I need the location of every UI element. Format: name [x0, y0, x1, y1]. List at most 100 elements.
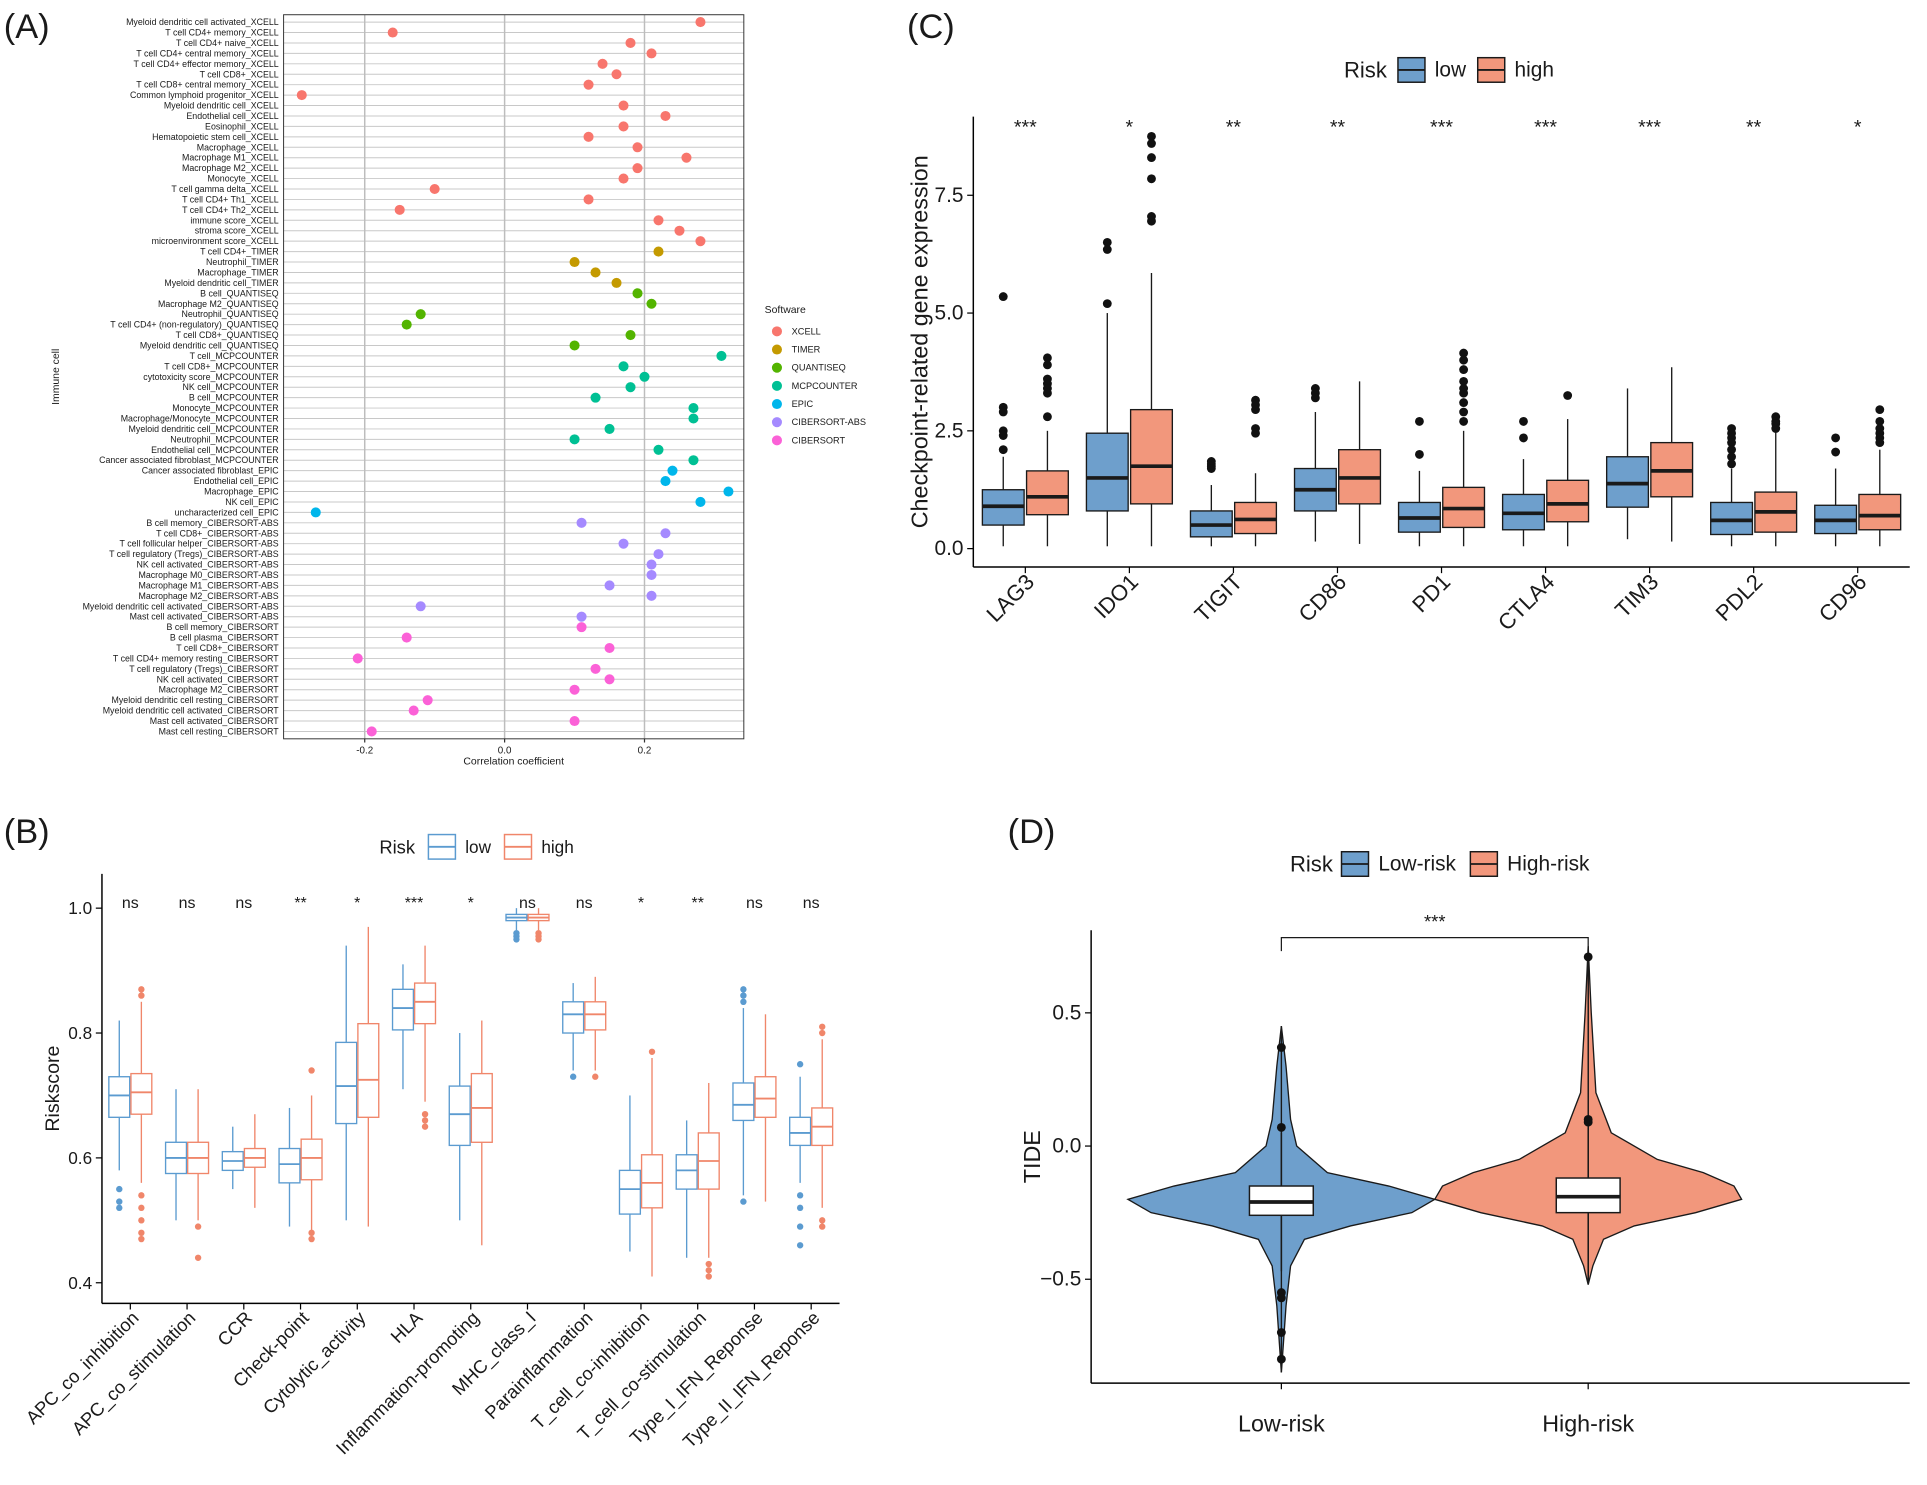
y-tick-label: T cell CD8+_CIBERSORT — [176, 643, 279, 653]
y-tick-label: T cell CD4+ Th2_XCELL — [182, 205, 279, 215]
dot — [618, 173, 629, 184]
dot — [401, 632, 412, 643]
outlier — [1459, 398, 1469, 407]
outlier — [1875, 405, 1885, 415]
significance: ns — [803, 895, 820, 912]
outlier — [1276, 1043, 1286, 1052]
outlier — [705, 1267, 712, 1274]
y-tick-label: Macrophage M2_QUANTISEQ — [158, 299, 279, 309]
dot — [618, 100, 629, 111]
dot — [688, 413, 699, 424]
y-tick-label: B cell plasma_CIBERSORT — [170, 633, 279, 643]
y-tick-label: Common lymphoid progenitor_XCELL — [130, 90, 279, 100]
y-tick-label: Macrophage M2_CIBERSORT — [159, 685, 280, 695]
outlier — [1276, 1328, 1286, 1337]
outlier — [1415, 449, 1424, 459]
outlier — [819, 1223, 826, 1230]
legend-title: Risk — [1344, 57, 1388, 82]
box — [300, 1138, 323, 1181]
outlier — [1206, 464, 1216, 473]
legend-label: low — [465, 837, 491, 857]
y-tick-label: T cell CD4+ central memory_XCELL — [136, 48, 278, 58]
y-tick-label: Neutrophil_MCPCOUNTER — [170, 434, 278, 444]
y-tick-label: Cancer associated fibroblast_EPIC — [142, 466, 280, 476]
y-tick-label: T cell CD8+_QUANTISEQ — [176, 330, 279, 340]
outlier — [1831, 433, 1841, 443]
x-tick-label: CTLA4 — [1493, 569, 1559, 635]
legend-label: high — [1515, 58, 1554, 81]
legend-label: CIBERSORT — [792, 435, 846, 445]
x-tick-label: PD1 — [1407, 569, 1455, 617]
outlier — [998, 292, 1008, 301]
outlier — [1727, 438, 1736, 448]
dot — [401, 319, 412, 330]
legend-key — [771, 344, 782, 355]
y-tick-label: T cell CD8+_MCPCOUNTER — [164, 361, 278, 371]
outlier — [1459, 416, 1469, 426]
y-tick-label: Monocyte_MCPCOUNTER — [172, 403, 278, 413]
significance: *** — [1430, 117, 1453, 139]
legend-key — [771, 398, 782, 410]
dot — [660, 476, 671, 487]
outlier — [1147, 153, 1156, 162]
outlier — [513, 936, 520, 943]
y-tick-label: Myeloid dendritic cell_TIMER — [164, 278, 278, 288]
box — [584, 1001, 607, 1031]
box — [1129, 408, 1174, 505]
y-axis-title: TIDE — [1019, 1130, 1045, 1183]
outlier — [1583, 952, 1593, 962]
y-tick-label: T cell regulatory (Tregs)_CIBERSORT — [129, 664, 279, 674]
legend-label: QUANTISEQ — [792, 363, 846, 373]
significance: * — [468, 895, 474, 912]
outlier — [1459, 365, 1469, 375]
box — [562, 1001, 585, 1034]
dot — [296, 90, 307, 101]
y-tick-label: Myeloid dendritic cell_XCELL — [164, 101, 279, 111]
box — [675, 1154, 698, 1190]
outlier — [1147, 139, 1156, 148]
dot — [667, 465, 678, 476]
outlier — [1771, 424, 1781, 433]
y-tick-label: B cell memory_CIBERSORT — [166, 622, 279, 632]
legend-key — [771, 435, 782, 446]
outlier — [796, 1061, 804, 1068]
dot — [569, 684, 580, 695]
y-tick-label: T cell gamma delta_XCELL — [171, 184, 278, 194]
y-axis-title: Checkpoint-related gene expression — [906, 155, 932, 528]
x-tick-label: HLA — [386, 1306, 427, 1347]
legend-label: high — [541, 837, 573, 857]
dot — [590, 663, 601, 674]
dot — [625, 330, 636, 341]
outlier — [1519, 433, 1528, 443]
x-tick-label: CD86 — [1294, 569, 1352, 627]
y-tick-label: Macrophage M1_CIBERSORT-ABS — [139, 580, 279, 590]
y-tick-label: T cell CD4+ Th1_XCELL — [182, 194, 279, 204]
outlier — [592, 1073, 599, 1080]
dot — [408, 705, 419, 716]
outlier — [138, 1229, 145, 1237]
outlier — [1459, 348, 1469, 358]
outlier — [648, 1048, 656, 1055]
x-tick-label: IDO1 — [1089, 569, 1143, 623]
outlier — [138, 992, 145, 999]
outlier — [1727, 452, 1736, 462]
y-tick-label: Mast cell activated_CIBERSORT — [150, 716, 279, 726]
legend-label: XCELL — [792, 326, 821, 336]
dot — [604, 642, 615, 654]
dot — [569, 715, 580, 727]
outlier — [796, 1204, 804, 1212]
significance: *** — [1534, 117, 1557, 139]
y-tick-label: T cell CD4+ memory_XCELL — [165, 28, 279, 38]
outlier — [569, 1073, 577, 1080]
dot — [618, 121, 629, 132]
outlier — [308, 1067, 315, 1074]
y-tick-label: T cell regulatory (Tregs)_CIBERSORT-ABS — [109, 549, 279, 559]
x-tick-label: 0.2 — [638, 746, 652, 757]
dot — [310, 507, 321, 518]
panel-border — [283, 14, 745, 740]
outlier — [138, 1204, 145, 1212]
dot — [352, 653, 363, 664]
outlier — [116, 1198, 123, 1205]
outlier — [1043, 353, 1052, 363]
legend-title: Risk — [1290, 852, 1334, 877]
